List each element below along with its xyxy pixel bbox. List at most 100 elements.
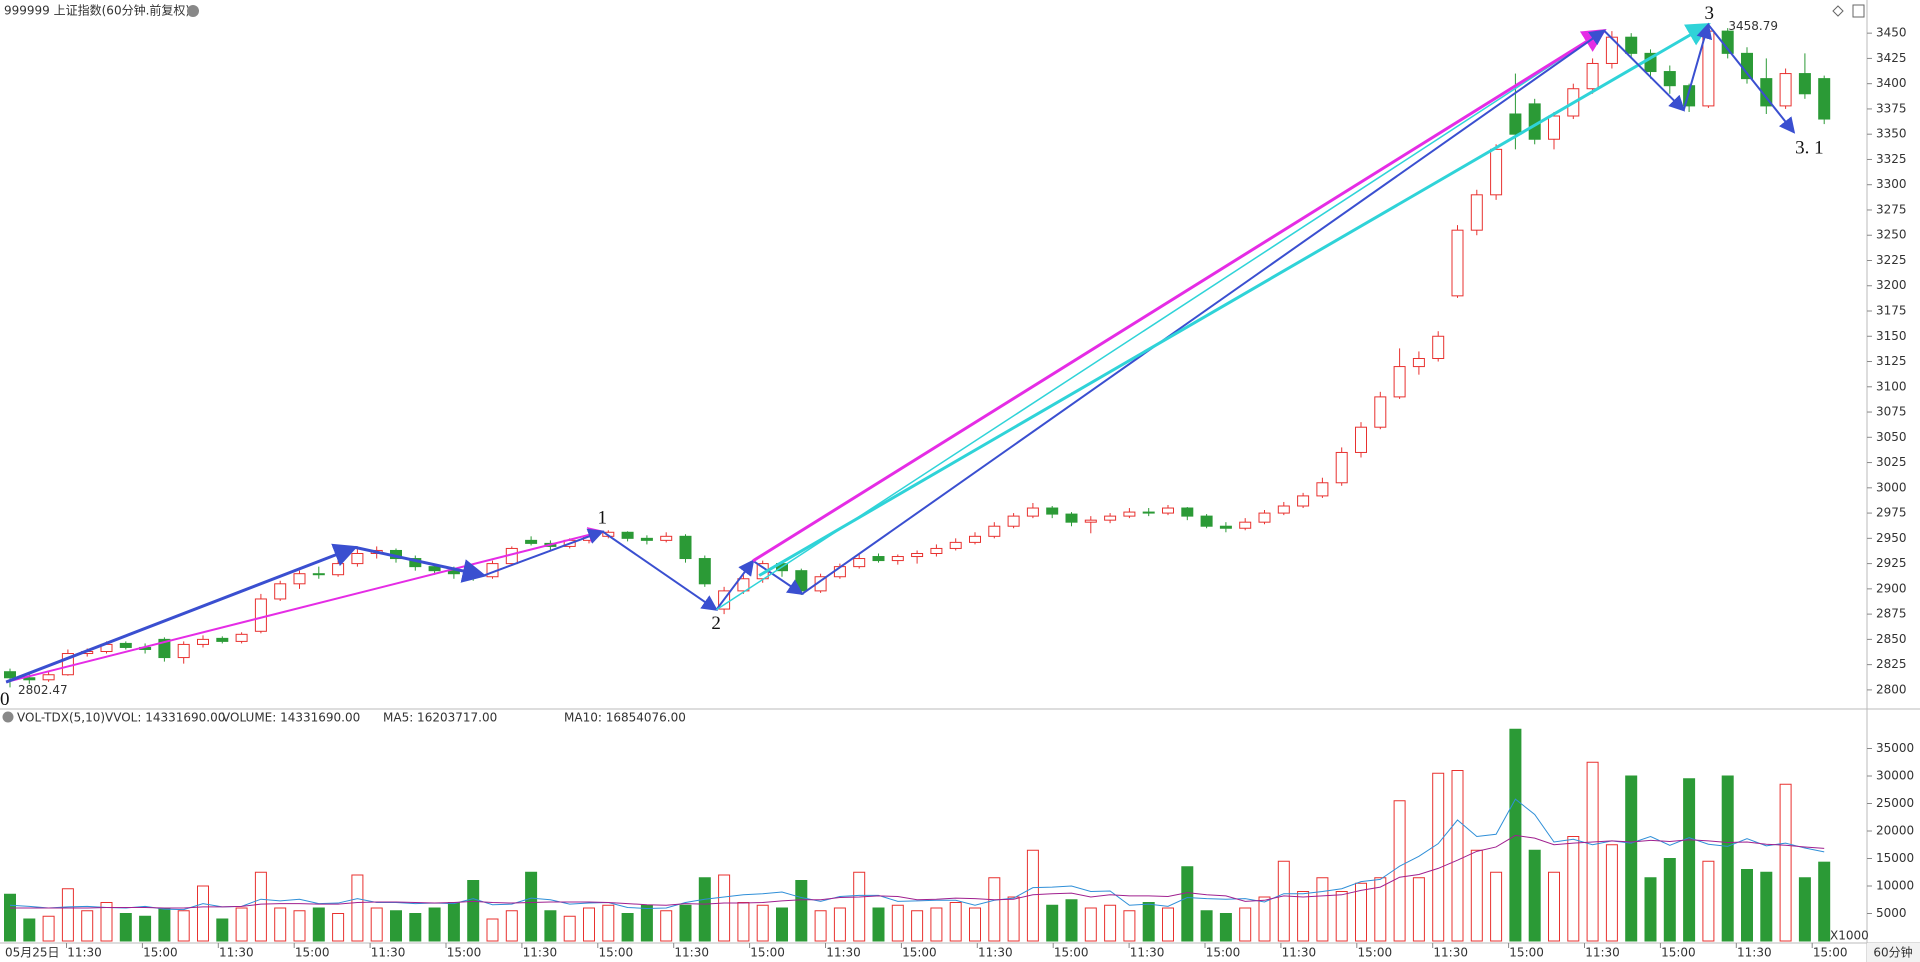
candle-body	[4, 671, 16, 679]
volume-bar	[853, 871, 866, 942]
y-tick-label: 3125	[1876, 354, 1907, 368]
y-tick-label: 3050	[1876, 430, 1907, 444]
x-tick-label: 11:30	[219, 946, 254, 960]
x-tick-label: 15:00	[750, 946, 785, 960]
volume-bar	[1046, 904, 1059, 942]
wave-arrow	[354, 545, 487, 583]
x-tick-label: 15:00	[1509, 946, 1544, 960]
y-tick-label: 3275	[1876, 202, 1907, 216]
volume-bar	[718, 874, 731, 942]
volume-bar	[1625, 775, 1638, 942]
volume-bar	[833, 907, 846, 942]
volume-bar	[756, 904, 769, 942]
candle-body	[1084, 519, 1097, 523]
volume-bar	[119, 913, 132, 942]
y-tick-label: 35000	[1876, 741, 1914, 755]
volume-title: VOL-TDX(5,10)	[17, 711, 105, 725]
volume-bar	[1798, 877, 1811, 942]
volume-bar	[1760, 871, 1773, 942]
candle-body	[332, 563, 345, 576]
y-tick-label: 2900	[1876, 581, 1907, 595]
candle-body	[1779, 73, 1792, 107]
candle-body	[1663, 71, 1676, 87]
y-tick-label: 3425	[1876, 51, 1907, 65]
x-tick-label: 11:30	[1585, 946, 1620, 960]
candle-body	[1162, 507, 1174, 514]
y-tick-label: 3200	[1876, 278, 1907, 292]
x-tick-label: 11:30	[1282, 946, 1317, 960]
volume-bar	[254, 871, 267, 942]
toggle-icon[interactable]	[1832, 5, 1844, 17]
candle-body	[1470, 194, 1483, 231]
volume-bar	[1065, 899, 1078, 942]
volume-bar	[409, 913, 422, 942]
volume-bar	[1490, 871, 1503, 942]
volume-bar	[988, 877, 1001, 942]
volume-bar	[1181, 866, 1194, 942]
candle-body	[351, 552, 364, 565]
volume-bar	[1335, 891, 1348, 942]
volume-legend: MA5: 16203717.00	[383, 711, 497, 725]
volume-bar	[1528, 849, 1541, 942]
candle-body	[1818, 78, 1831, 120]
candle-body	[1625, 36, 1638, 54]
volume-bar	[1567, 836, 1580, 942]
x-tick-label: 15:00	[1661, 946, 1696, 960]
volume-bar	[1084, 907, 1097, 942]
x-tick-label: 11:30	[978, 946, 1013, 960]
volume-bar	[1142, 902, 1155, 942]
candle-body	[1548, 115, 1560, 140]
candle-body	[1123, 511, 1136, 517]
candle-body	[988, 525, 1001, 537]
volume-bar	[525, 871, 538, 942]
y-tick-label: 2975	[1876, 506, 1907, 520]
volume-bar	[1548, 871, 1560, 942]
x-tick-label: 15:00	[902, 946, 937, 960]
wave-label: 3. 1	[1795, 138, 1824, 159]
wave-label: 2	[711, 613, 721, 634]
volume-bar	[602, 904, 615, 942]
y-tick-label: 3325	[1876, 152, 1907, 166]
candle-body	[1181, 507, 1194, 517]
volume-bar	[1586, 761, 1599, 942]
volume-menu[interactable]	[2, 711, 14, 723]
y-tick-label: 15000	[1876, 851, 1914, 865]
candle-body	[197, 638, 209, 645]
candle-body	[1142, 511, 1155, 514]
x-tick-label: 11:30	[67, 946, 102, 960]
candle-body	[1026, 507, 1039, 517]
volume-bar	[1818, 861, 1831, 942]
candle-body	[177, 643, 190, 659]
candle-body	[1412, 357, 1425, 368]
x-tick-label: 15:00	[447, 946, 482, 960]
candle-body	[235, 633, 248, 642]
y-tick-label: 3225	[1876, 253, 1907, 267]
volume-bar	[1297, 891, 1310, 942]
candle-body	[949, 541, 962, 549]
candle-body	[23, 677, 36, 681]
candle-body	[1490, 148, 1503, 196]
y-tick-label: 2875	[1876, 607, 1907, 621]
candle-body	[1432, 335, 1445, 359]
candle-body	[216, 637, 229, 642]
y-tick-label: 10000	[1876, 879, 1914, 893]
x-tick-label: 11:30	[674, 946, 709, 960]
panel-icon[interactable]	[1852, 4, 1865, 18]
candle-body	[640, 537, 653, 541]
title-menu[interactable]	[187, 5, 199, 17]
volume-bar	[969, 907, 981, 942]
candle-body	[312, 573, 325, 576]
y-tick-label: 3375	[1876, 101, 1907, 115]
ma-line	[10, 834, 1825, 909]
x-tick-label: 11:30	[1130, 946, 1165, 960]
candle-body	[698, 558, 711, 585]
candle-body	[660, 535, 673, 541]
volume-bar	[139, 915, 152, 942]
volume-bar	[1741, 869, 1753, 942]
candle-body	[1798, 73, 1811, 95]
volume-bar	[814, 910, 827, 942]
volume-bar	[1451, 770, 1464, 942]
volume-bar	[486, 918, 499, 942]
x-tick-label: 11:30	[826, 946, 861, 960]
wave-arrow	[758, 22, 1711, 577]
